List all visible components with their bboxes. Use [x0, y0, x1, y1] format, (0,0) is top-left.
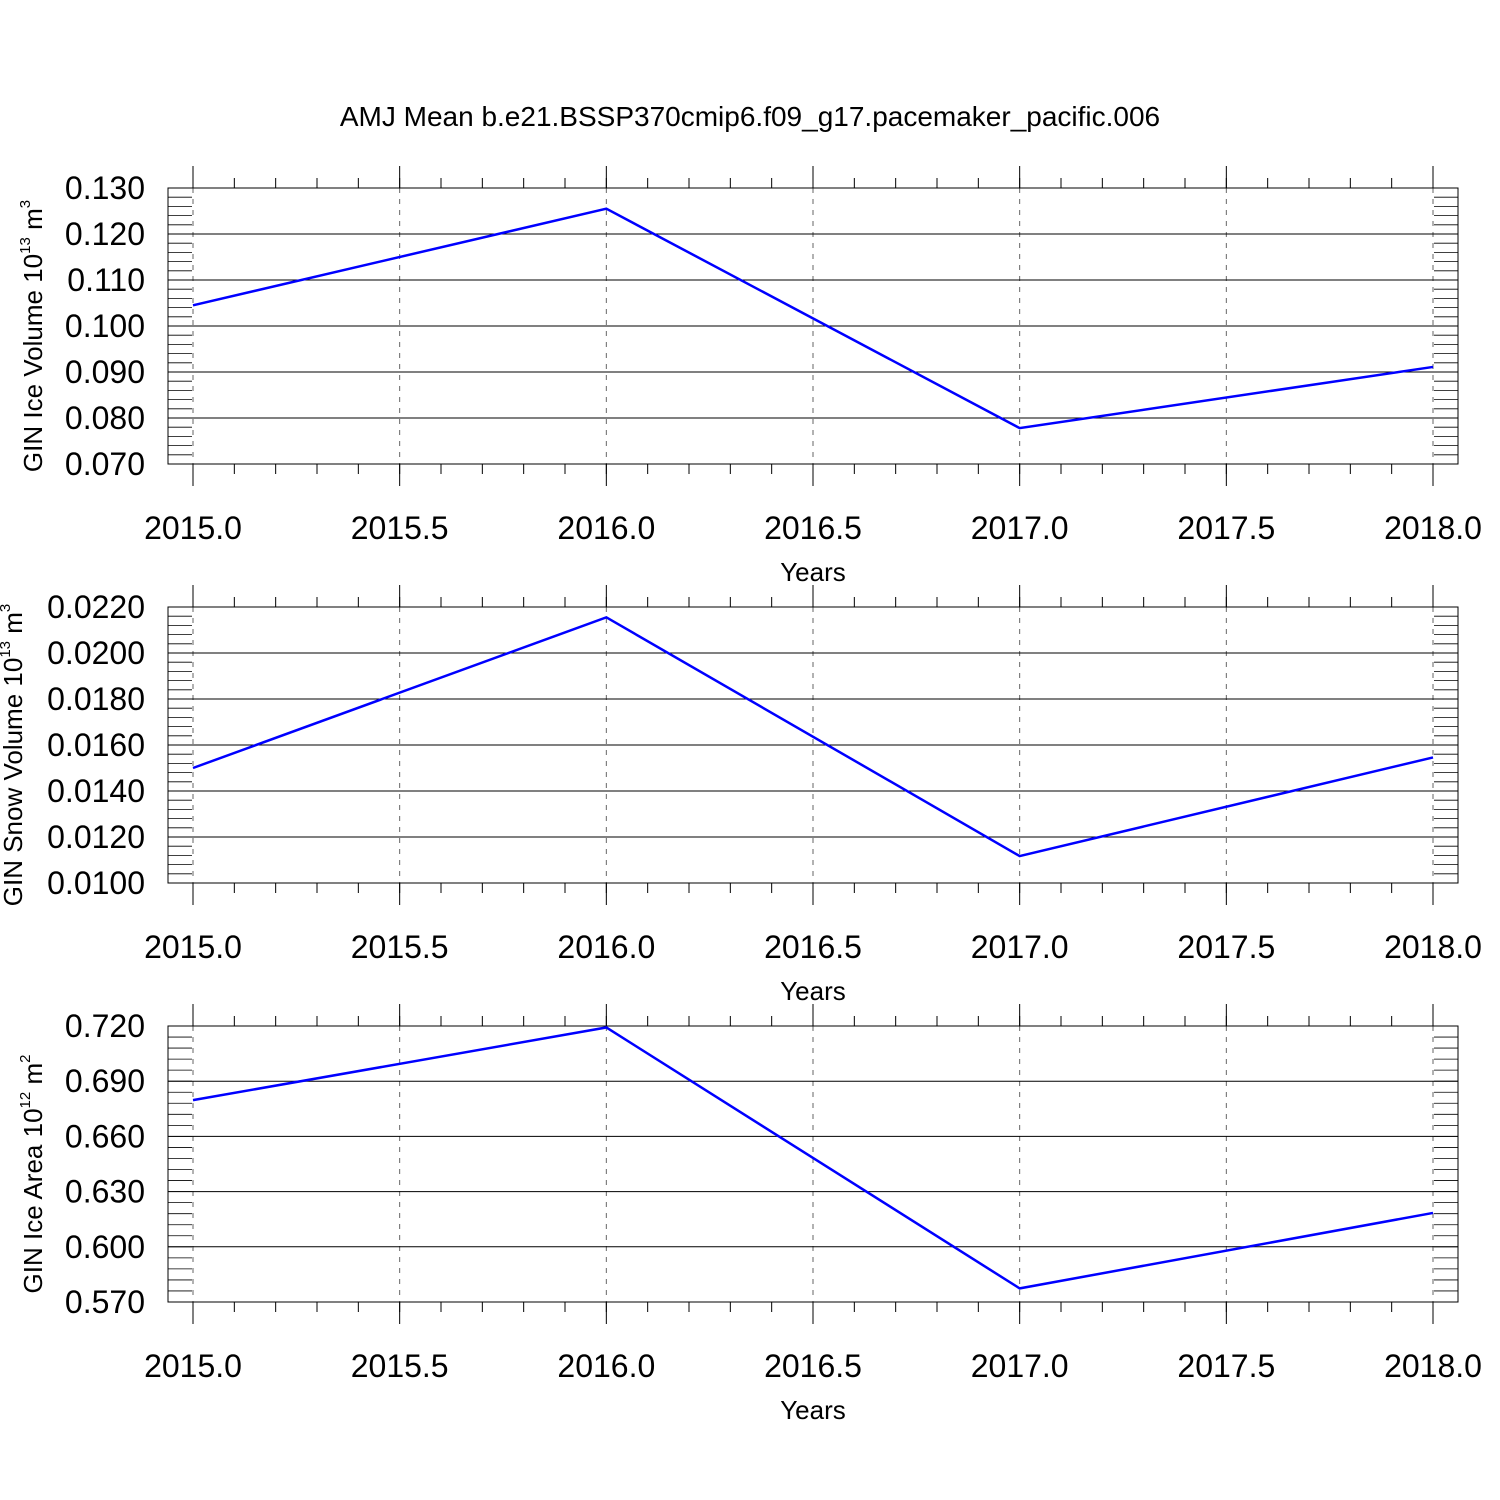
x-tick-label: 2015.0 [144, 1348, 242, 1384]
x-axis-label: Years [780, 557, 846, 587]
y-axis-label: GIN Ice Area 1012 m2 [17, 1055, 48, 1294]
x-tick-label: 2017.0 [971, 1348, 1069, 1384]
y-tick-label: 0.630 [65, 1174, 145, 1210]
y-tick-label: 0.0200 [47, 635, 145, 671]
y-tick-label: 0.570 [65, 1284, 145, 1320]
x-tick-label: 2016.0 [557, 510, 655, 546]
y-tick-label: 0.090 [65, 354, 145, 390]
x-tick-label: 2016.0 [557, 1348, 655, 1384]
y-tick-label: 0.100 [65, 308, 145, 344]
x-tick-label: 2016.5 [764, 510, 862, 546]
x-tick-label: 2016.5 [764, 1348, 862, 1384]
y-tick-label: 0.0120 [47, 819, 145, 855]
x-tick-label: 2017.0 [971, 510, 1069, 546]
y-axis-label: GIN Ice Volume 1013 m3 [17, 200, 48, 472]
x-axis-label: Years [780, 1395, 846, 1425]
y-tick-label: 0.130 [65, 170, 145, 206]
y-tick-label: 0.110 [67, 262, 145, 298]
x-tick-label: 2017.5 [1177, 510, 1275, 546]
series-line [192, 1026, 1434, 1290]
x-tick-label: 2015.0 [144, 929, 242, 965]
series-line [192, 207, 1434, 430]
y-tick-label: 0.720 [65, 1008, 145, 1044]
y-tick-label: 0.0220 [47, 589, 145, 625]
x-tick-label: 2015.5 [351, 929, 449, 965]
series-line [192, 615, 1434, 858]
x-tick-label: 2017.5 [1177, 1348, 1275, 1384]
y-tick-label: 0.0160 [47, 727, 145, 763]
panels: 2015.0 2015.5 2016.0 2016.5 2017.0 2017.5 2018… [0, 166, 1482, 1425]
panel-2: 2015.0 2015.5 2016.0 2016.5 2017.0 2017.5 2018… [0, 585, 1482, 1006]
x-tick-label: 2016.0 [557, 929, 655, 965]
x-tick-label: 2017.5 [1177, 929, 1275, 965]
x-tick-label: 2017.0 [971, 929, 1069, 965]
y-tick-label: 0.120 [65, 216, 145, 252]
x-tick-label: 2018.0 [1384, 1348, 1482, 1384]
x-tick-label: 2015.5 [351, 1348, 449, 1384]
panel-1: 2015.0 2015.5 2016.0 2016.5 2017.0 2017.5 2018… [17, 166, 1482, 587]
y-tick-label: 0.0180 [47, 681, 145, 717]
x-tick-label: 2015.0 [144, 510, 242, 546]
y-tick-label: 0.0140 [47, 773, 145, 809]
x-tick-label: 2018.0 [1384, 510, 1482, 546]
chart-title: AMJ Mean b.e21.BSSP370cmip6.f09_g17.pace… [340, 101, 1160, 132]
x-tick-label: 2018.0 [1384, 929, 1482, 965]
x-tick-label: 2015.5 [351, 510, 449, 546]
y-tick-label: 0.690 [65, 1063, 145, 1099]
y-tick-label: 0.070 [65, 446, 145, 482]
y-tick-label: 0.0100 [47, 865, 145, 901]
x-axis-label: Years [780, 976, 846, 1006]
y-axis-label: GIN Snow Volume 1013 m3 [0, 604, 28, 907]
panel-3: 2015.0 2015.5 2016.0 2016.5 2017.0 2017.5 2018… [17, 1004, 1482, 1425]
y-tick-label: 0.080 [65, 400, 145, 436]
x-tick-label: 2016.5 [764, 929, 862, 965]
y-tick-label: 0.660 [65, 1118, 145, 1154]
y-tick-label: 0.600 [65, 1229, 145, 1265]
